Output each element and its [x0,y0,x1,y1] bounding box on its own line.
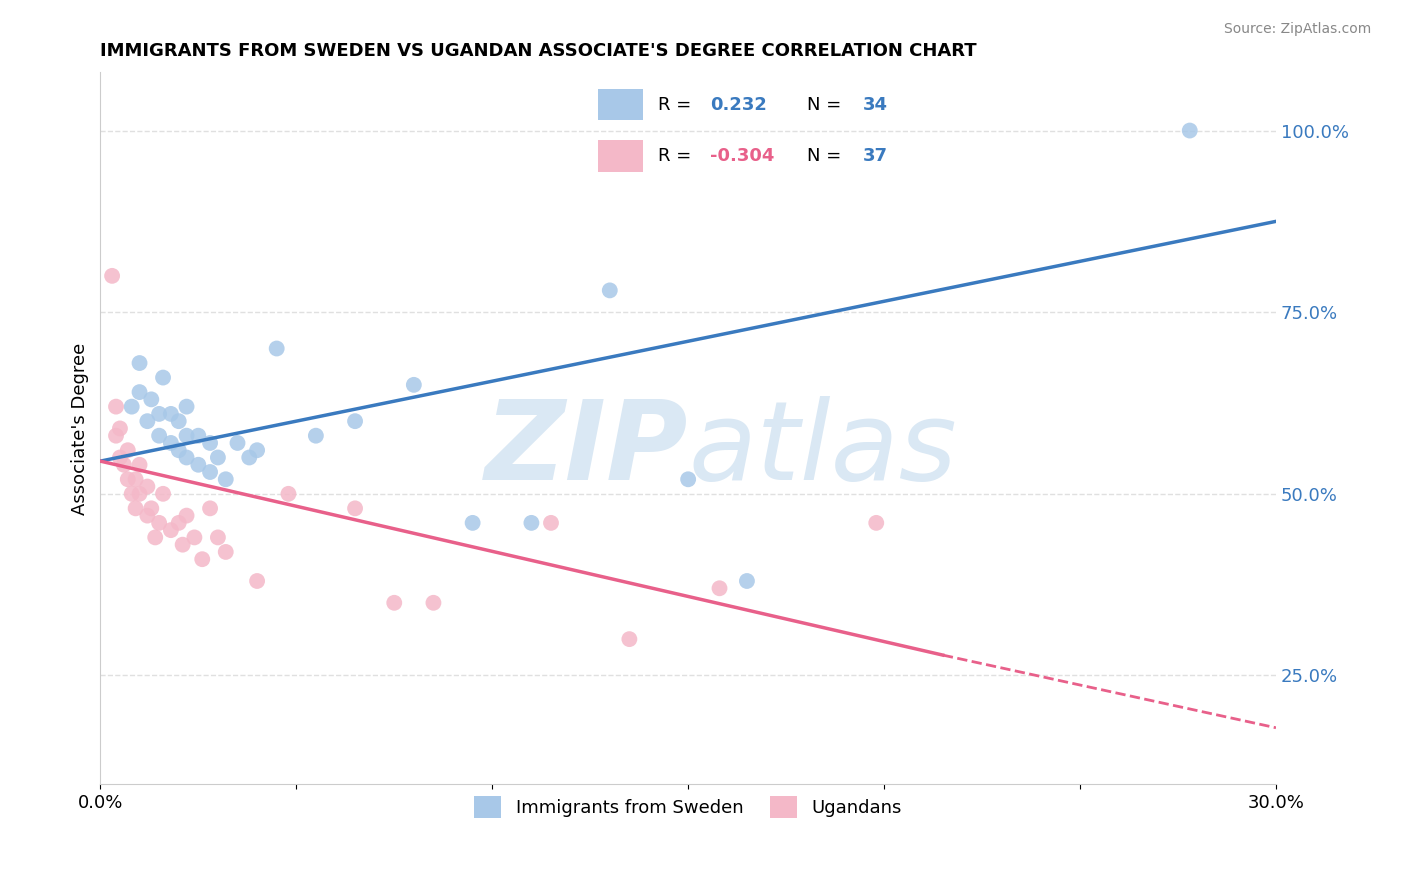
Text: 37: 37 [863,147,889,165]
Text: Source: ZipAtlas.com: Source: ZipAtlas.com [1223,22,1371,37]
Text: R =: R = [658,95,697,114]
Text: R =: R = [658,147,697,165]
Point [167,443,190,458]
Point [865,516,887,530]
Point [246,443,269,458]
Point [461,516,484,530]
Point [382,596,405,610]
Text: N =: N = [807,147,846,165]
Point [160,436,183,450]
Point [136,479,159,493]
Point [277,487,299,501]
FancyBboxPatch shape [599,140,643,171]
Text: N =: N = [807,95,846,114]
Point [136,508,159,523]
Point [540,516,562,530]
Text: ZIP: ZIP [485,396,688,503]
FancyBboxPatch shape [599,89,643,120]
Point [117,443,139,458]
Point [226,436,249,450]
Point [344,501,367,516]
Point [148,516,170,530]
Point [167,516,190,530]
Point [108,450,131,465]
Point [136,414,159,428]
Point [187,428,209,442]
Point [108,421,131,435]
Point [735,574,758,588]
Y-axis label: Associate's Degree: Associate's Degree [72,343,89,515]
Point [176,508,198,523]
Point [148,407,170,421]
Point [402,377,425,392]
Point [105,428,128,442]
Point [172,538,194,552]
Point [167,414,190,428]
Point [238,450,260,465]
Point [128,356,150,370]
Point [141,392,163,407]
Point [520,516,543,530]
Point [266,342,288,356]
Point [207,530,229,544]
Point [176,400,198,414]
Point [305,428,328,442]
Point [191,552,214,566]
Point [344,414,367,428]
Point [709,581,731,595]
Text: IMMIGRANTS FROM SWEDEN VS UGANDAN ASSOCIATE'S DEGREE CORRELATION CHART: IMMIGRANTS FROM SWEDEN VS UGANDAN ASSOCI… [100,42,977,60]
Point [105,400,128,414]
Point [141,501,163,516]
Point [246,574,269,588]
Point [143,530,166,544]
Point [676,472,699,486]
Point [124,501,146,516]
Legend: Immigrants from Sweden, Ugandans: Immigrants from Sweden, Ugandans [467,789,910,825]
Point [176,450,198,465]
Point [160,407,183,421]
Point [207,450,229,465]
Point [128,487,150,501]
Point [198,436,221,450]
Point [128,458,150,472]
Point [187,458,209,472]
Point [215,472,238,486]
Point [152,370,174,384]
Point [183,530,205,544]
Point [148,428,170,442]
Point [117,472,139,486]
Point [101,268,124,283]
Text: atlas: atlas [688,396,956,503]
Point [619,632,641,647]
Text: 34: 34 [863,95,889,114]
Text: 0.232: 0.232 [710,95,768,114]
Point [599,284,621,298]
Text: -0.304: -0.304 [710,147,775,165]
Point [121,487,143,501]
Point [152,487,174,501]
Point [198,501,221,516]
Point [124,472,146,486]
Point [112,458,135,472]
Point [121,400,143,414]
Point [422,596,444,610]
Point [198,465,221,479]
Point [160,523,183,537]
Point [176,428,198,442]
Point [1178,123,1201,137]
Point [128,385,150,400]
Point [215,545,238,559]
